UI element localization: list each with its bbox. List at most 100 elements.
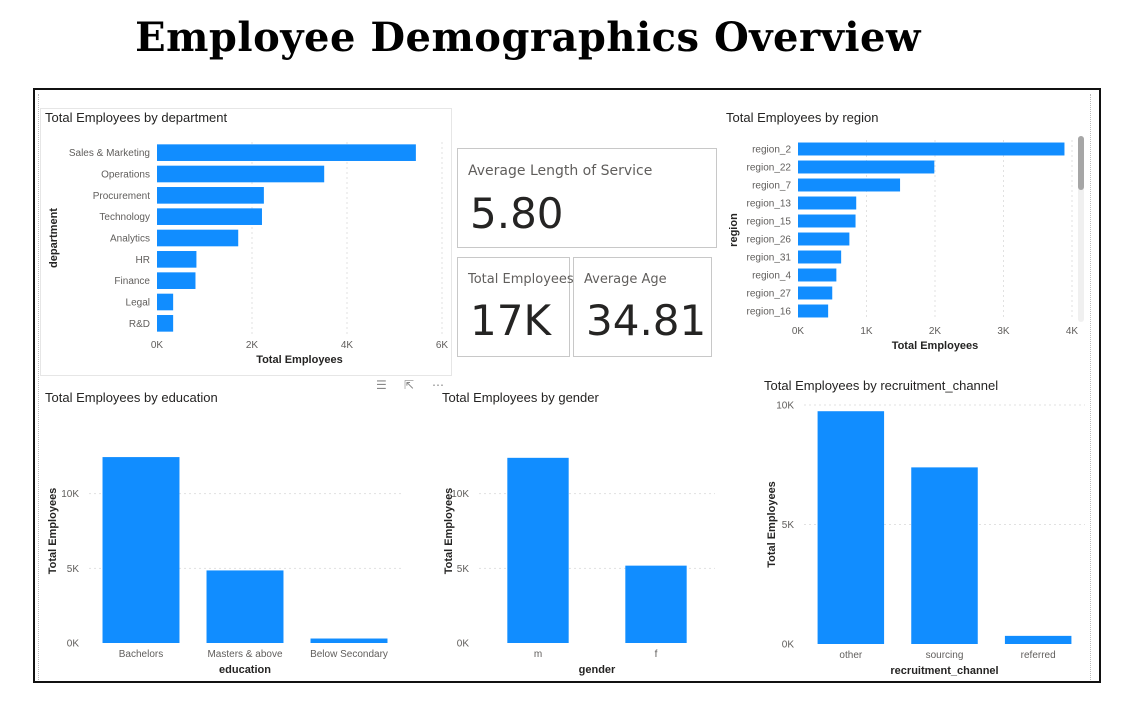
avg-age-label: Average Age — [584, 272, 667, 287]
total-employees-label: Total Employees — [468, 272, 574, 287]
region-chart-svg: 0K 1K 2K 3K 4K region_2 region_22 region_7regio… — [728, 140, 1079, 352]
department-chart-svg: 0K 2K 4K 6K Sales & Marketing Operations Procu… — [48, 142, 449, 366]
y-tick-label: region_2 — [752, 145, 791, 156]
bar — [507, 457, 569, 643]
y-tick-label: region_26 — [747, 235, 792, 246]
y-tick-label: 5K — [782, 520, 795, 531]
avg-age-value: 34.81 — [586, 296, 707, 345]
x-axis-title: Total Employees — [892, 340, 979, 352]
x-tick-label: 2K — [246, 340, 259, 351]
gender-chart-title: Total Employees by gender — [442, 390, 599, 405]
bar — [798, 196, 857, 210]
canvas-guide-left — [38, 94, 39, 680]
x-tick-label: sourcing — [926, 650, 964, 661]
bar — [157, 144, 416, 161]
bar — [157, 315, 174, 332]
bar — [798, 304, 829, 318]
bar — [1004, 635, 1072, 644]
y-tick-label: Operations — [101, 170, 150, 181]
x-tick-label: f — [655, 649, 658, 660]
avg-service-value: 5.80 — [470, 189, 564, 238]
department-chart-title: Total Employees by department — [45, 110, 228, 125]
education-chart-svg: 0K 5K 10K Bachelors Masters & above Below Sec… — [47, 457, 401, 676]
avg-age-card[interactable]: Average Age 34.81 — [573, 257, 712, 357]
avg-service-label: Average Length of Service — [468, 163, 653, 179]
x-axis-title: education — [219, 664, 271, 676]
y-tick-label: 10K — [451, 489, 469, 500]
canvas-guide-right — [1090, 94, 1091, 680]
bar — [798, 232, 850, 246]
gender-chart-svg: 0K 5K 10K m f gender Total Employees — [443, 457, 715, 676]
y-tick-label: region_16 — [747, 307, 792, 318]
x-axis-title: recruitment_channel — [890, 665, 998, 677]
x-tick-label: other — [839, 650, 862, 661]
y-axis-title: Total Employees — [47, 488, 59, 575]
y-tick-label: Technology — [99, 212, 150, 223]
avg-service-card[interactable]: Average Length of Service 5.80 — [457, 148, 717, 248]
y-tick-label: 5K — [457, 564, 470, 575]
filter-icon[interactable]: ☰ — [376, 378, 387, 392]
bar — [798, 250, 842, 264]
bar — [798, 268, 837, 282]
y-axis-title: region — [728, 213, 740, 247]
y-tick-label: 0K — [782, 640, 795, 651]
department-chart-border — [40, 108, 452, 376]
total-employees-card[interactable]: Total Employees 17K — [457, 257, 574, 357]
more-options-icon[interactable]: ⋯ — [432, 378, 444, 392]
y-tick-label: region_7 — [752, 181, 791, 192]
y-axis-title: department — [48, 208, 60, 268]
education-chart[interactable]: Total Employees by education 0K 5K 10K Bach… — [45, 390, 430, 680]
y-tick-label: 10K — [776, 401, 794, 412]
region-chart[interactable]: Total Employees by region 0K 1K 2K 3K 4K regi… — [726, 110, 1079, 364]
page-title: Employee Demographics Overview — [135, 14, 921, 61]
bar — [157, 251, 197, 268]
region-scrollbar-track[interactable] — [1078, 136, 1084, 322]
x-tick-label: Bachelors — [119, 649, 163, 660]
y-tick-label: region_22 — [747, 163, 792, 174]
x-tick-label: Below Secondary — [310, 649, 388, 660]
bar — [157, 272, 196, 289]
bar — [911, 467, 978, 644]
x-tick-label: 4K — [1066, 326, 1079, 337]
x-tick-label: 0K — [792, 326, 805, 337]
y-tick-label: R&D — [129, 319, 150, 330]
y-tick-label: 5K — [67, 564, 80, 575]
y-tick-label: 10K — [61, 489, 79, 500]
y-tick-label: region_4 — [752, 271, 791, 282]
recruitment-chart-title: Total Employees by recruitment_channel — [764, 378, 999, 393]
x-tick-label: 0K — [151, 340, 164, 351]
x-tick-label: 4K — [341, 340, 354, 351]
bar — [157, 165, 325, 183]
bar — [157, 208, 262, 225]
x-axis-title: Total Employees — [256, 354, 343, 366]
y-tick-label: HR — [136, 255, 150, 266]
y-tick-label: Legal — [126, 298, 150, 309]
bar — [817, 411, 885, 644]
x-tick-label: 3K — [997, 326, 1010, 337]
recruitment-chart[interactable]: Total Employees by recruitment_channel 0… — [764, 378, 1089, 680]
bar — [625, 565, 687, 643]
gender-chart[interactable]: Total Employees by gender 0K 5K 10K m f gende… — [442, 390, 742, 680]
y-tick-label: region_13 — [747, 199, 792, 210]
region-chart-title: Total Employees by region — [726, 110, 879, 125]
x-tick-label: 6K — [436, 340, 449, 351]
x-axis-title: gender — [579, 664, 616, 676]
recruitment-chart-svg: 0K 5K 10K other sourcing referred recruitment_… — [766, 401, 1085, 677]
x-tick-label: 1K — [860, 326, 873, 337]
y-axis-title: Total Employees — [443, 488, 455, 575]
y-tick-label: Procurement — [93, 191, 150, 202]
bar — [157, 229, 239, 247]
bar — [206, 570, 284, 643]
x-tick-label: Masters & above — [207, 649, 282, 660]
y-tick-label: Sales & Marketing — [69, 148, 150, 159]
y-tick-label: region_15 — [747, 217, 792, 228]
y-tick-label: 0K — [457, 639, 470, 650]
bar — [798, 178, 901, 192]
bar — [798, 160, 935, 174]
x-tick-label: 2K — [929, 326, 942, 337]
department-chart[interactable]: Total Employees by department 0K 2K 4K 6K Sa… — [45, 110, 455, 376]
y-tick-label: Finance — [114, 276, 150, 287]
region-scrollbar-thumb[interactable] — [1078, 136, 1084, 190]
focus-mode-icon[interactable]: ⇱ — [404, 378, 415, 392]
x-tick-label: m — [534, 649, 542, 660]
